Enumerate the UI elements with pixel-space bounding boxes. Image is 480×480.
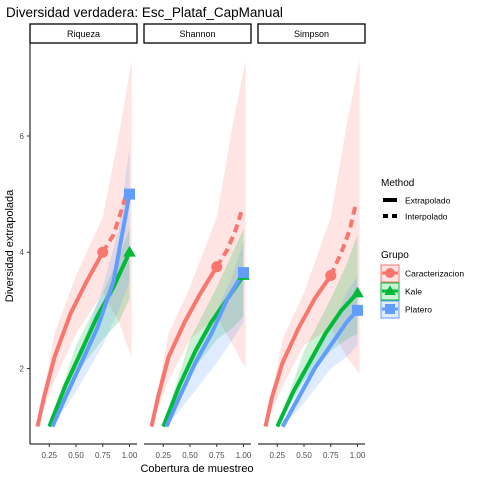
line-interpolado-caracterizacion (35, 251, 105, 428)
legend-group-label: Platero (405, 305, 432, 315)
point-caracterizacion (325, 269, 337, 281)
x-tick-label: 0.50 (182, 451, 198, 460)
legend-group-marker (385, 268, 395, 278)
y-tick-label: 4 (20, 248, 25, 257)
line-extrapolado-caracterizacion (215, 210, 244, 268)
chart-title: Diversidad verdadera: Esc_Plataf_CapManu… (6, 5, 283, 20)
x-tick-label: 0.25 (41, 451, 57, 460)
plot-area (35, 60, 136, 428)
plot-area (149, 60, 250, 428)
legend-group-title: Grupo (381, 250, 409, 261)
line-interpolado-platero (164, 271, 246, 428)
x-tick-label: 1.00 (350, 451, 366, 460)
legend-method-label: Extrapolado (405, 196, 451, 206)
y-tick-label: 2 (20, 364, 25, 373)
y-axis: 2 4 6 (20, 43, 31, 444)
legend: Method Extrapolado Interpolado Grupo Caracte… (380, 178, 464, 319)
legend-method-label: Interpolado (405, 212, 448, 222)
facet-panels: Riqueza 0.25 0.50 0.75 1.00 Shannon 0.25 0.50 0.… (29, 23, 366, 460)
line-interpolado-kale (47, 251, 132, 428)
x-tick-label: 0.75 (95, 451, 111, 460)
facet-strip (257, 23, 366, 44)
line-interpolado-platero (50, 193, 132, 428)
y-axis-label: Diversidad extrapolada (4, 189, 16, 302)
point-platero (238, 267, 250, 279)
x-tick-label: 1.00 (236, 451, 252, 460)
legend-method-title: Method (381, 178, 414, 189)
facet-panel-riqueza: Riqueza 0.25 0.50 0.75 1.00 (29, 23, 138, 460)
facet-panel-simpson: Simpson 0.25 0.50 0.75 1.00 (257, 23, 366, 460)
line-interpolado-platero (280, 308, 359, 428)
line-interpolado-caracterizacion (149, 265, 219, 428)
y-tick-label: 6 (20, 132, 25, 141)
legend-group-marker (384, 285, 396, 296)
x-tick-label: 0.50 (296, 451, 312, 460)
facet-strip (29, 23, 138, 44)
x-tick-label: 0.75 (209, 451, 225, 460)
x-tick-label: 0.25 (269, 451, 285, 460)
x-tick-label: 0.50 (68, 451, 84, 460)
ribbon-caracterizacion (151, 60, 246, 427)
legend-group-label: Caracterizacion (405, 269, 464, 279)
point-platero (124, 188, 136, 200)
facet-panel-shannon: Shannon 0.25 0.50 0.75 1.00 (143, 23, 252, 460)
x-tick-label: 1.00 (122, 451, 138, 460)
ribbon-kale (277, 234, 358, 427)
line-interpolado-caracterizacion (263, 274, 333, 428)
point-kale (123, 245, 136, 257)
x-axis-label: Cobertura de muestreo (140, 463, 253, 475)
point-kale (351, 286, 364, 298)
x-tick-label: 0.25 (155, 451, 171, 460)
point-platero (352, 304, 364, 316)
point-caracterizacion (211, 261, 223, 273)
point-caracterizacion (97, 246, 109, 258)
facet-strip (143, 23, 252, 44)
legend-group-marker (385, 304, 395, 314)
facet-strip-label: Simpson (294, 29, 329, 39)
legend-group-label: Kale (405, 287, 422, 297)
x-tick-label: 0.75 (323, 451, 339, 460)
facet-strip-label: Riqueza (67, 29, 100, 39)
facet-strip-label: Shannon (179, 29, 215, 39)
line-interpolado-kale (275, 291, 359, 428)
plot-area (263, 60, 364, 428)
line-extrapolado-caracterizacion (101, 193, 129, 254)
